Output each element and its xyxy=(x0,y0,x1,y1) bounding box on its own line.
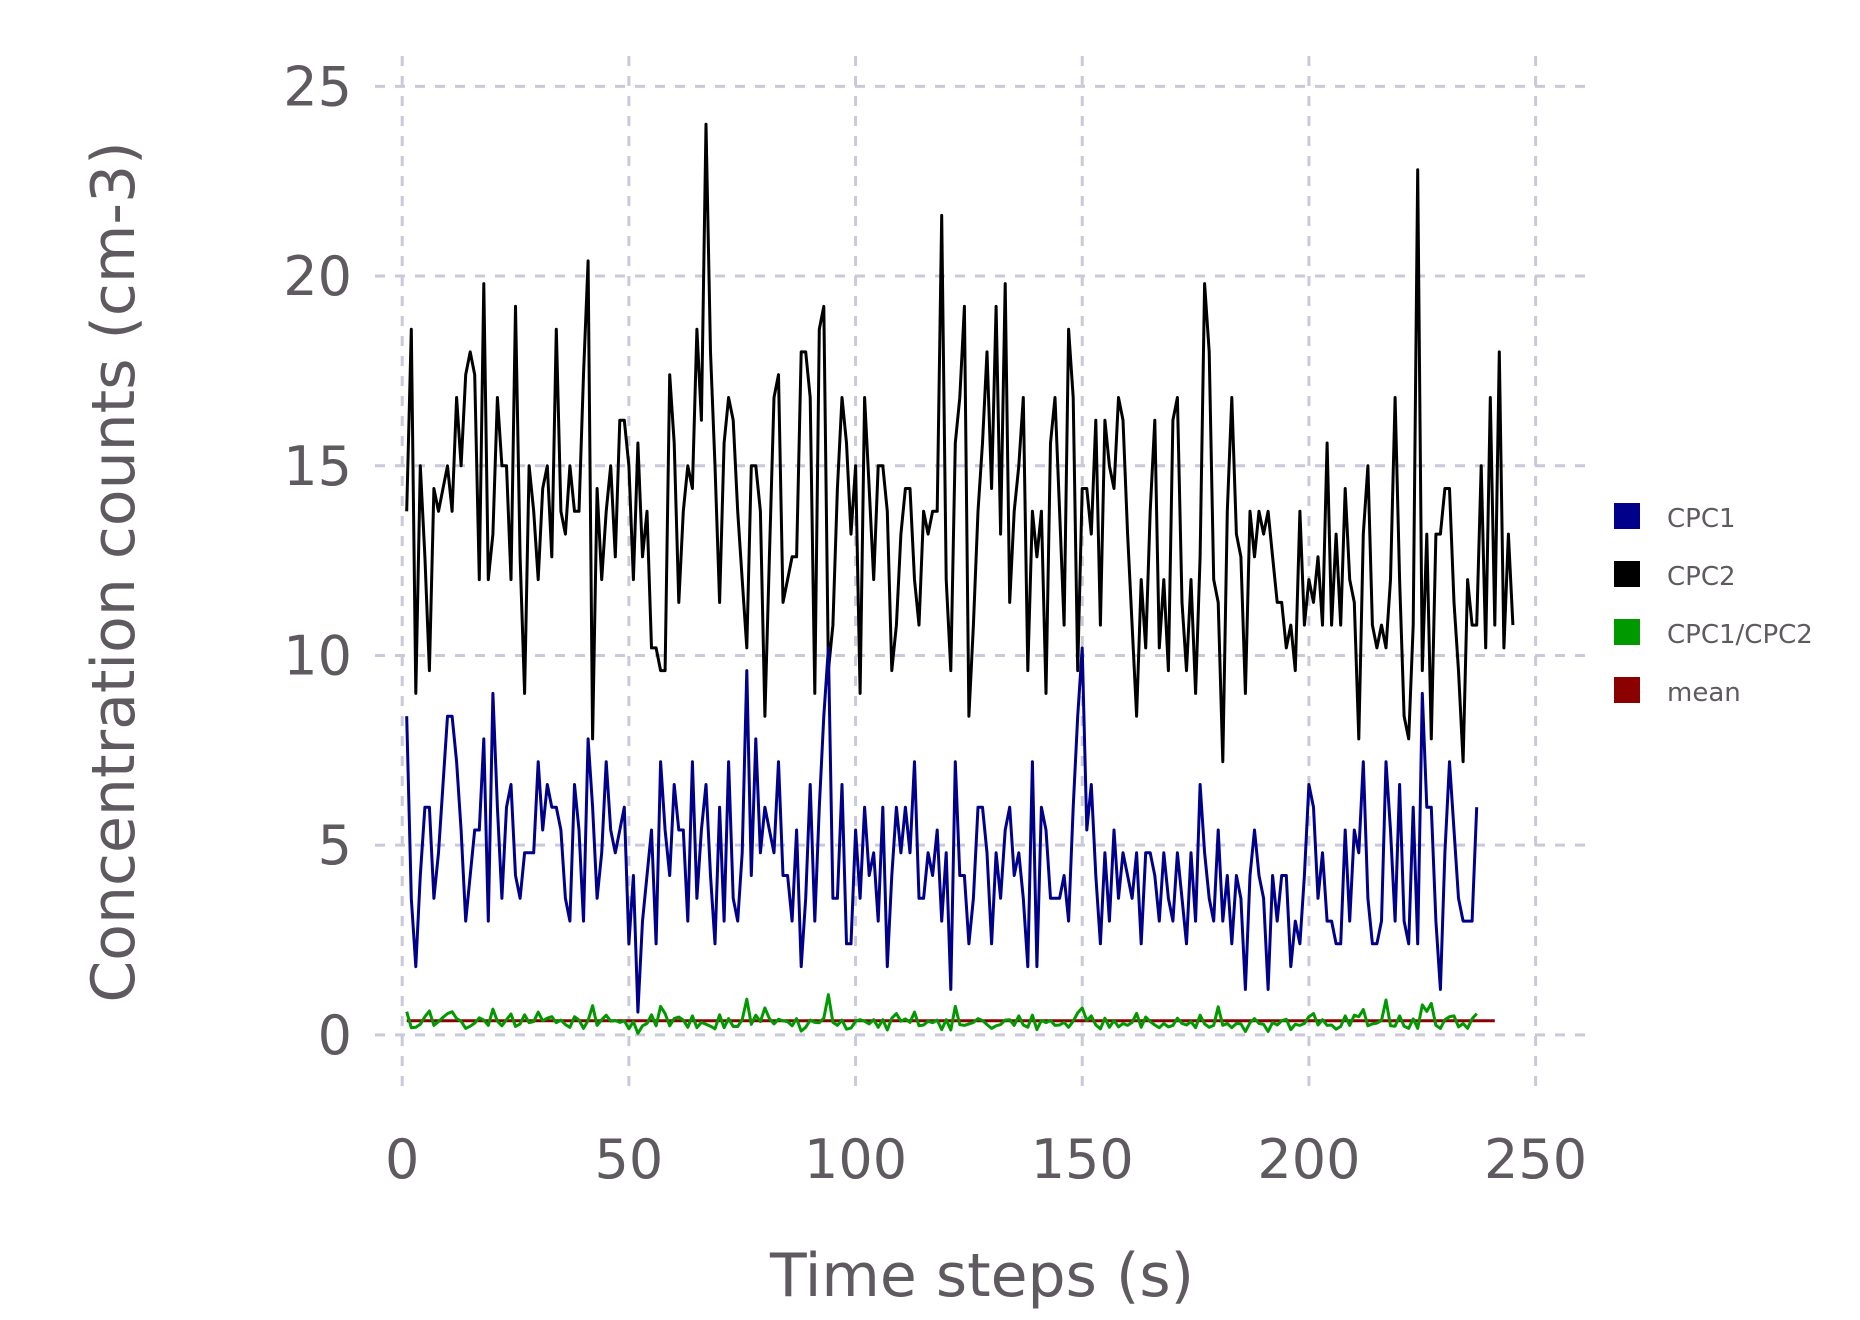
legend-label-cpc1: CPC1 xyxy=(1667,504,1736,534)
x-tick-label: 200 xyxy=(1257,1128,1360,1191)
legend-label-cpc1-cpc2: CPC1/CPC2 xyxy=(1667,620,1813,650)
y-tick-label: 5 xyxy=(318,814,352,877)
plot-area xyxy=(405,122,1515,1035)
x-axis-title: Time steps (s) xyxy=(769,1241,1194,1311)
y-tick-label: 20 xyxy=(283,245,352,308)
y-axis-ticks: 0 5 10 15 20 25 xyxy=(283,55,352,1067)
legend-label-mean: mean xyxy=(1667,678,1741,708)
x-tick-label: 250 xyxy=(1484,1128,1587,1191)
x-tick-label: 100 xyxy=(804,1128,907,1191)
legend-swatch-mean xyxy=(1614,677,1640,703)
series-line-cpc1-cpc2 xyxy=(405,993,1478,1035)
y-tick-label: 10 xyxy=(283,624,352,687)
x-tick-label: 150 xyxy=(1031,1128,1134,1191)
y-axis-title: Concentration counts (cm-3) xyxy=(79,141,149,1002)
series-line-cpc1 xyxy=(405,646,1479,1014)
legend-swatch-cpc1 xyxy=(1614,503,1640,529)
y-tick-label: 25 xyxy=(283,55,352,118)
legend-swatch-cpc1-cpc2 xyxy=(1614,619,1640,645)
x-tick-label: 50 xyxy=(595,1128,664,1191)
legend-label-cpc2: CPC2 xyxy=(1667,562,1736,592)
x-tick-label: 0 xyxy=(385,1128,419,1191)
legend: CPC1 CPC2 CPC1/CPC2 mean xyxy=(1614,503,1813,708)
y-tick-label: 0 xyxy=(318,1004,352,1067)
y-tick-label: 15 xyxy=(283,435,352,498)
legend-swatch-cpc2 xyxy=(1614,561,1640,587)
series-line-cpc2 xyxy=(405,122,1515,764)
x-axis-ticks: 0 50 100 150 200 250 xyxy=(385,1128,1587,1191)
